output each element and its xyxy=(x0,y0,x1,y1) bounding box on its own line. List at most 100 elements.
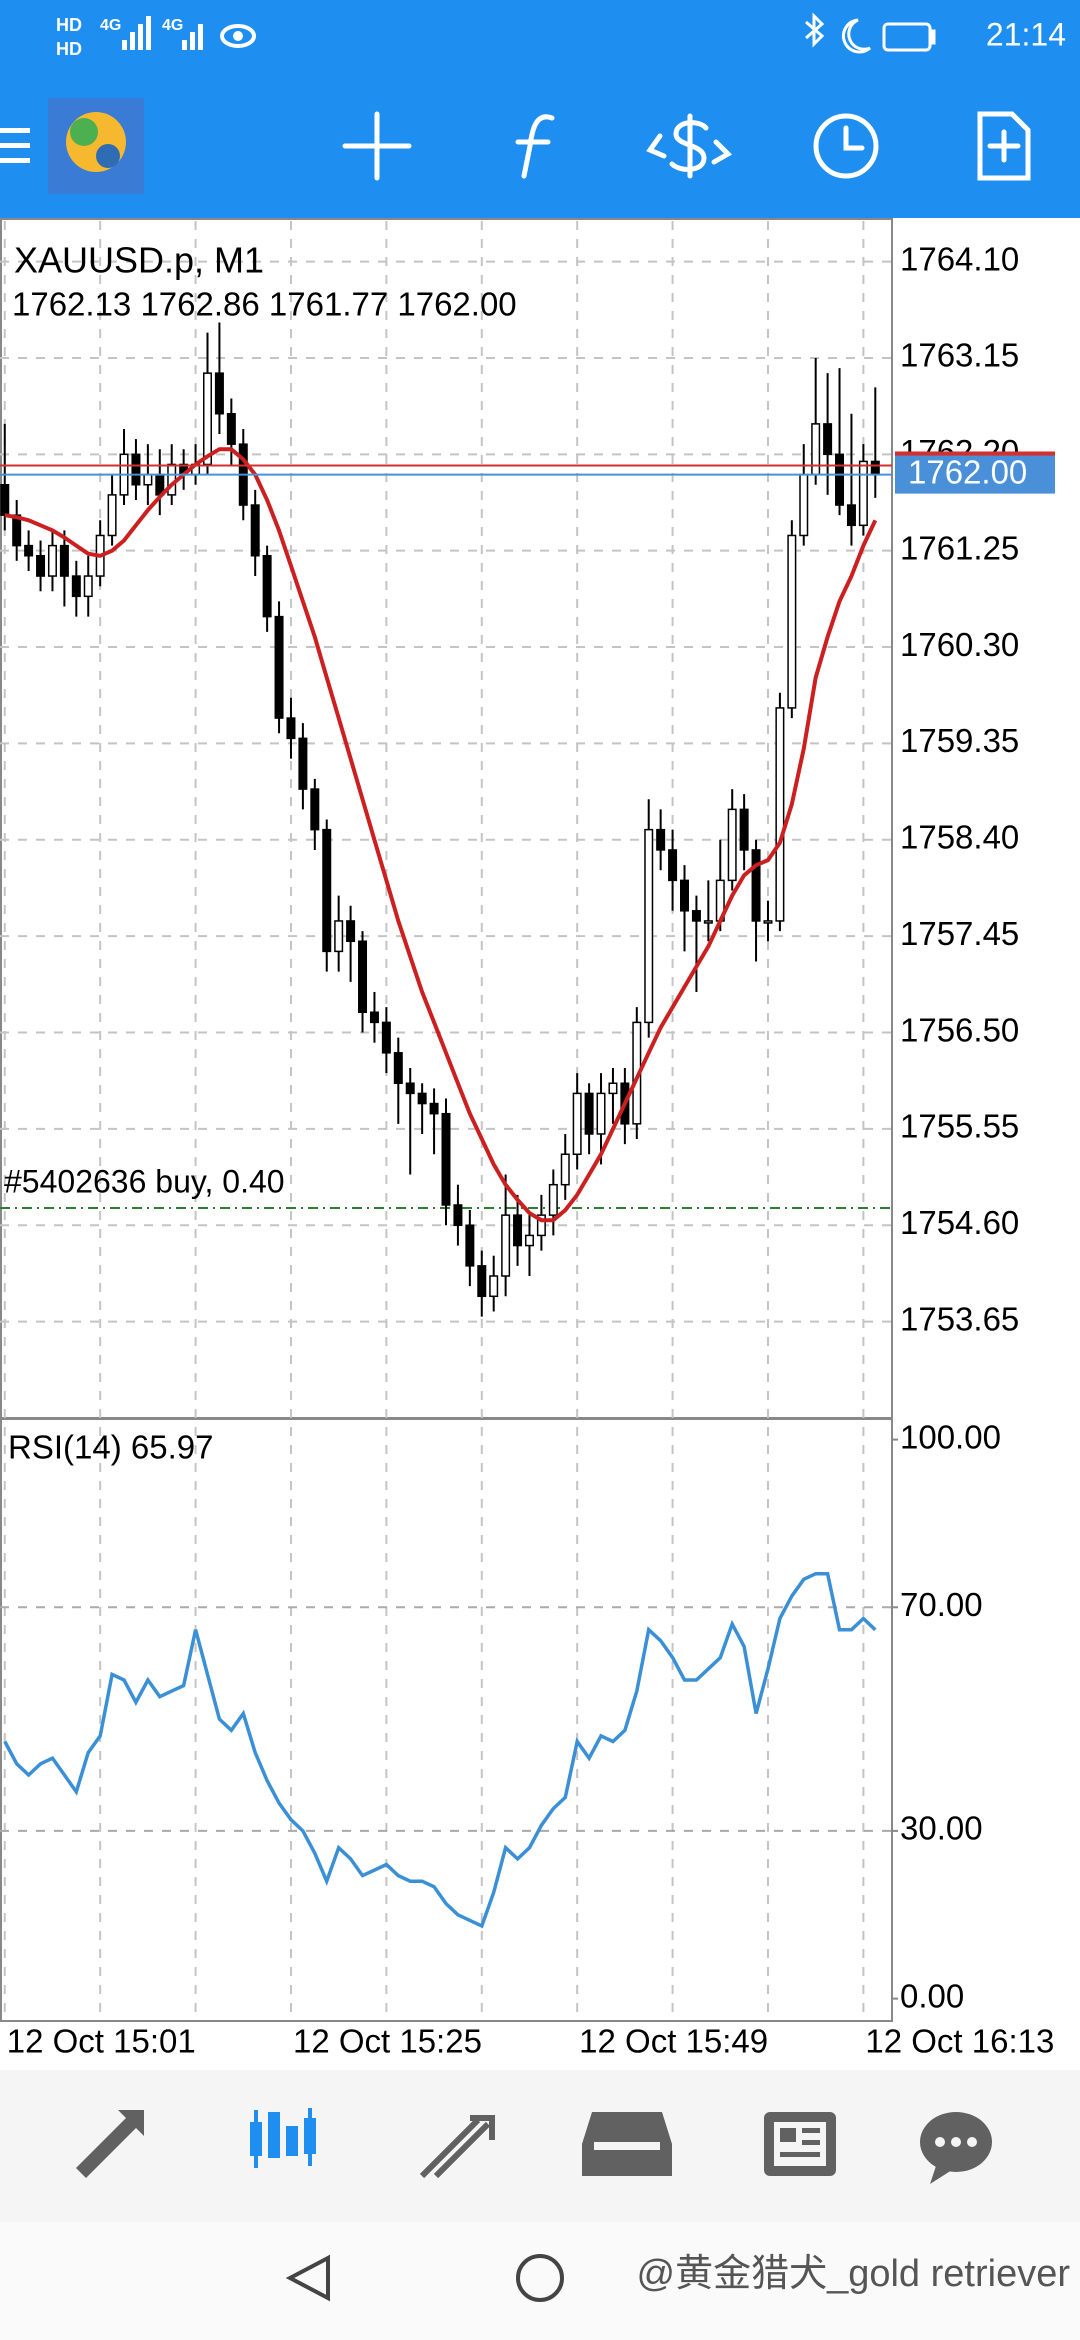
y-tick-label: 1754.60 xyxy=(900,1204,1019,1241)
candle-body xyxy=(143,473,153,486)
signal-icons xyxy=(122,16,256,50)
clock: 21:14 xyxy=(986,16,1066,52)
candle-body xyxy=(596,1092,606,1135)
period-button[interactable] xyxy=(813,113,879,179)
candle-body xyxy=(835,453,845,506)
candle-body xyxy=(811,423,821,476)
candle-body xyxy=(656,828,666,851)
candle-body xyxy=(691,910,701,922)
candle-body xyxy=(489,1275,499,1298)
candle-body xyxy=(727,808,737,882)
plot-frame xyxy=(0,218,893,2022)
status-icons xyxy=(805,12,936,54)
indicator-title: RSI(14) 65.97 xyxy=(8,1429,213,1466)
nav-icons xyxy=(76,2108,992,2184)
bottom-nav xyxy=(0,2070,1080,2222)
trade-tab[interactable] xyxy=(419,2115,495,2179)
moving-average xyxy=(4,447,878,1223)
candle-body xyxy=(24,544,34,557)
y-tick-label: 1753.65 xyxy=(900,1300,1019,1337)
chart: 12 Oct 15:01 12 Oct 15:25 12 Oct 15:49 12 O… xyxy=(0,218,1055,2060)
y-tick-label: 1757.45 xyxy=(900,915,1019,952)
candle-body xyxy=(310,788,320,831)
y-tick-label: 1763.15 xyxy=(900,337,1019,374)
watermark: @黄金猎犬_gold retriever xyxy=(637,2253,1071,2295)
back-button[interactable] xyxy=(285,2254,330,2302)
toolbar-icons xyxy=(342,111,1031,181)
system-nav xyxy=(0,2222,1080,2340)
candle-body xyxy=(668,849,678,882)
news-tab[interactable] xyxy=(764,2112,836,2176)
net-label: 4G xyxy=(162,17,183,34)
home-button[interactable] xyxy=(516,2254,564,2302)
candle-body xyxy=(286,717,296,740)
chart-tab[interactable] xyxy=(250,2108,316,2168)
candle-body xyxy=(775,707,785,922)
indicators-button[interactable] xyxy=(515,114,555,179)
candle-body xyxy=(274,615,284,719)
candle-body xyxy=(703,920,713,924)
candle-body xyxy=(799,473,809,537)
candle-body xyxy=(107,494,117,537)
y-tick-label: 100.00 xyxy=(900,1418,1001,1455)
app-logo[interactable] xyxy=(48,98,144,194)
candle-body xyxy=(858,460,868,527)
candle-body xyxy=(763,920,773,924)
candle-body xyxy=(524,1234,534,1247)
candle-body xyxy=(381,1021,391,1054)
candle-body xyxy=(644,828,654,1024)
candle-body xyxy=(870,460,880,476)
candle-body xyxy=(369,1011,379,1024)
top-bar xyxy=(0,0,1080,218)
candle-body xyxy=(214,372,224,415)
candle-body xyxy=(846,504,856,527)
candle-body xyxy=(501,1214,511,1277)
hd-label: HD xyxy=(56,15,82,35)
candle-body xyxy=(358,940,368,1013)
candle-body xyxy=(536,1214,546,1237)
history-tab[interactable] xyxy=(582,2112,672,2176)
candle-body xyxy=(393,1052,403,1085)
x-tick-label: 12 Oct 15:49 xyxy=(579,2023,768,2060)
candle-body xyxy=(346,920,356,942)
y-tick-label: 1755.55 xyxy=(900,1108,1019,1145)
candle-body xyxy=(560,1153,570,1186)
candle-body xyxy=(405,1082,415,1095)
menu-icon[interactable] xyxy=(0,128,30,163)
candle-body xyxy=(680,879,690,912)
rsi-line xyxy=(3,1571,877,1929)
x-tick-label: 12 Oct 15:01 xyxy=(7,2023,196,2060)
candle-body xyxy=(83,575,93,598)
candle-body xyxy=(477,1265,487,1298)
trade-button[interactable] xyxy=(646,113,733,179)
chat-tab[interactable] xyxy=(920,2112,992,2184)
crosshair-button[interactable] xyxy=(342,111,412,181)
y-tick-label: 1759.35 xyxy=(900,722,1019,759)
candle-body xyxy=(608,1082,618,1095)
y-tick-label: 70.00 xyxy=(900,1586,983,1623)
candle-body xyxy=(453,1204,463,1227)
bid-marker xyxy=(895,455,1055,494)
quotes-tab[interactable] xyxy=(76,2110,144,2178)
y-tick-label: 1756.50 xyxy=(900,1011,1019,1048)
chart-title: XAUUSD.p, M1 xyxy=(14,240,264,281)
candle-body xyxy=(250,504,260,557)
candle-body xyxy=(441,1112,451,1206)
bid-label: 1762.00 xyxy=(908,453,1027,490)
y-tick-label: 0.00 xyxy=(900,1977,964,2014)
hd-label: HD xyxy=(56,39,82,59)
candle-body xyxy=(334,920,344,953)
x-tick-label: 12 Oct 16:13 xyxy=(865,2023,1054,2060)
candle-body xyxy=(262,555,272,618)
net-label: 4G xyxy=(100,17,121,34)
new-order-button[interactable] xyxy=(977,111,1031,181)
candle-body xyxy=(47,544,57,577)
x-tick-label: 12 Oct 15:25 xyxy=(293,2023,482,2060)
candle-body xyxy=(513,1214,523,1247)
candle-body xyxy=(572,1092,582,1156)
candle-body xyxy=(417,1092,427,1105)
candle-body xyxy=(131,453,141,486)
order-label: #5402636 buy, 0.40 xyxy=(4,1163,285,1199)
y-tick-label: 1764.10 xyxy=(900,240,1019,277)
